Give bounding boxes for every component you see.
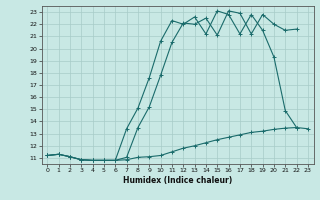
X-axis label: Humidex (Indice chaleur): Humidex (Indice chaleur) xyxy=(123,176,232,185)
